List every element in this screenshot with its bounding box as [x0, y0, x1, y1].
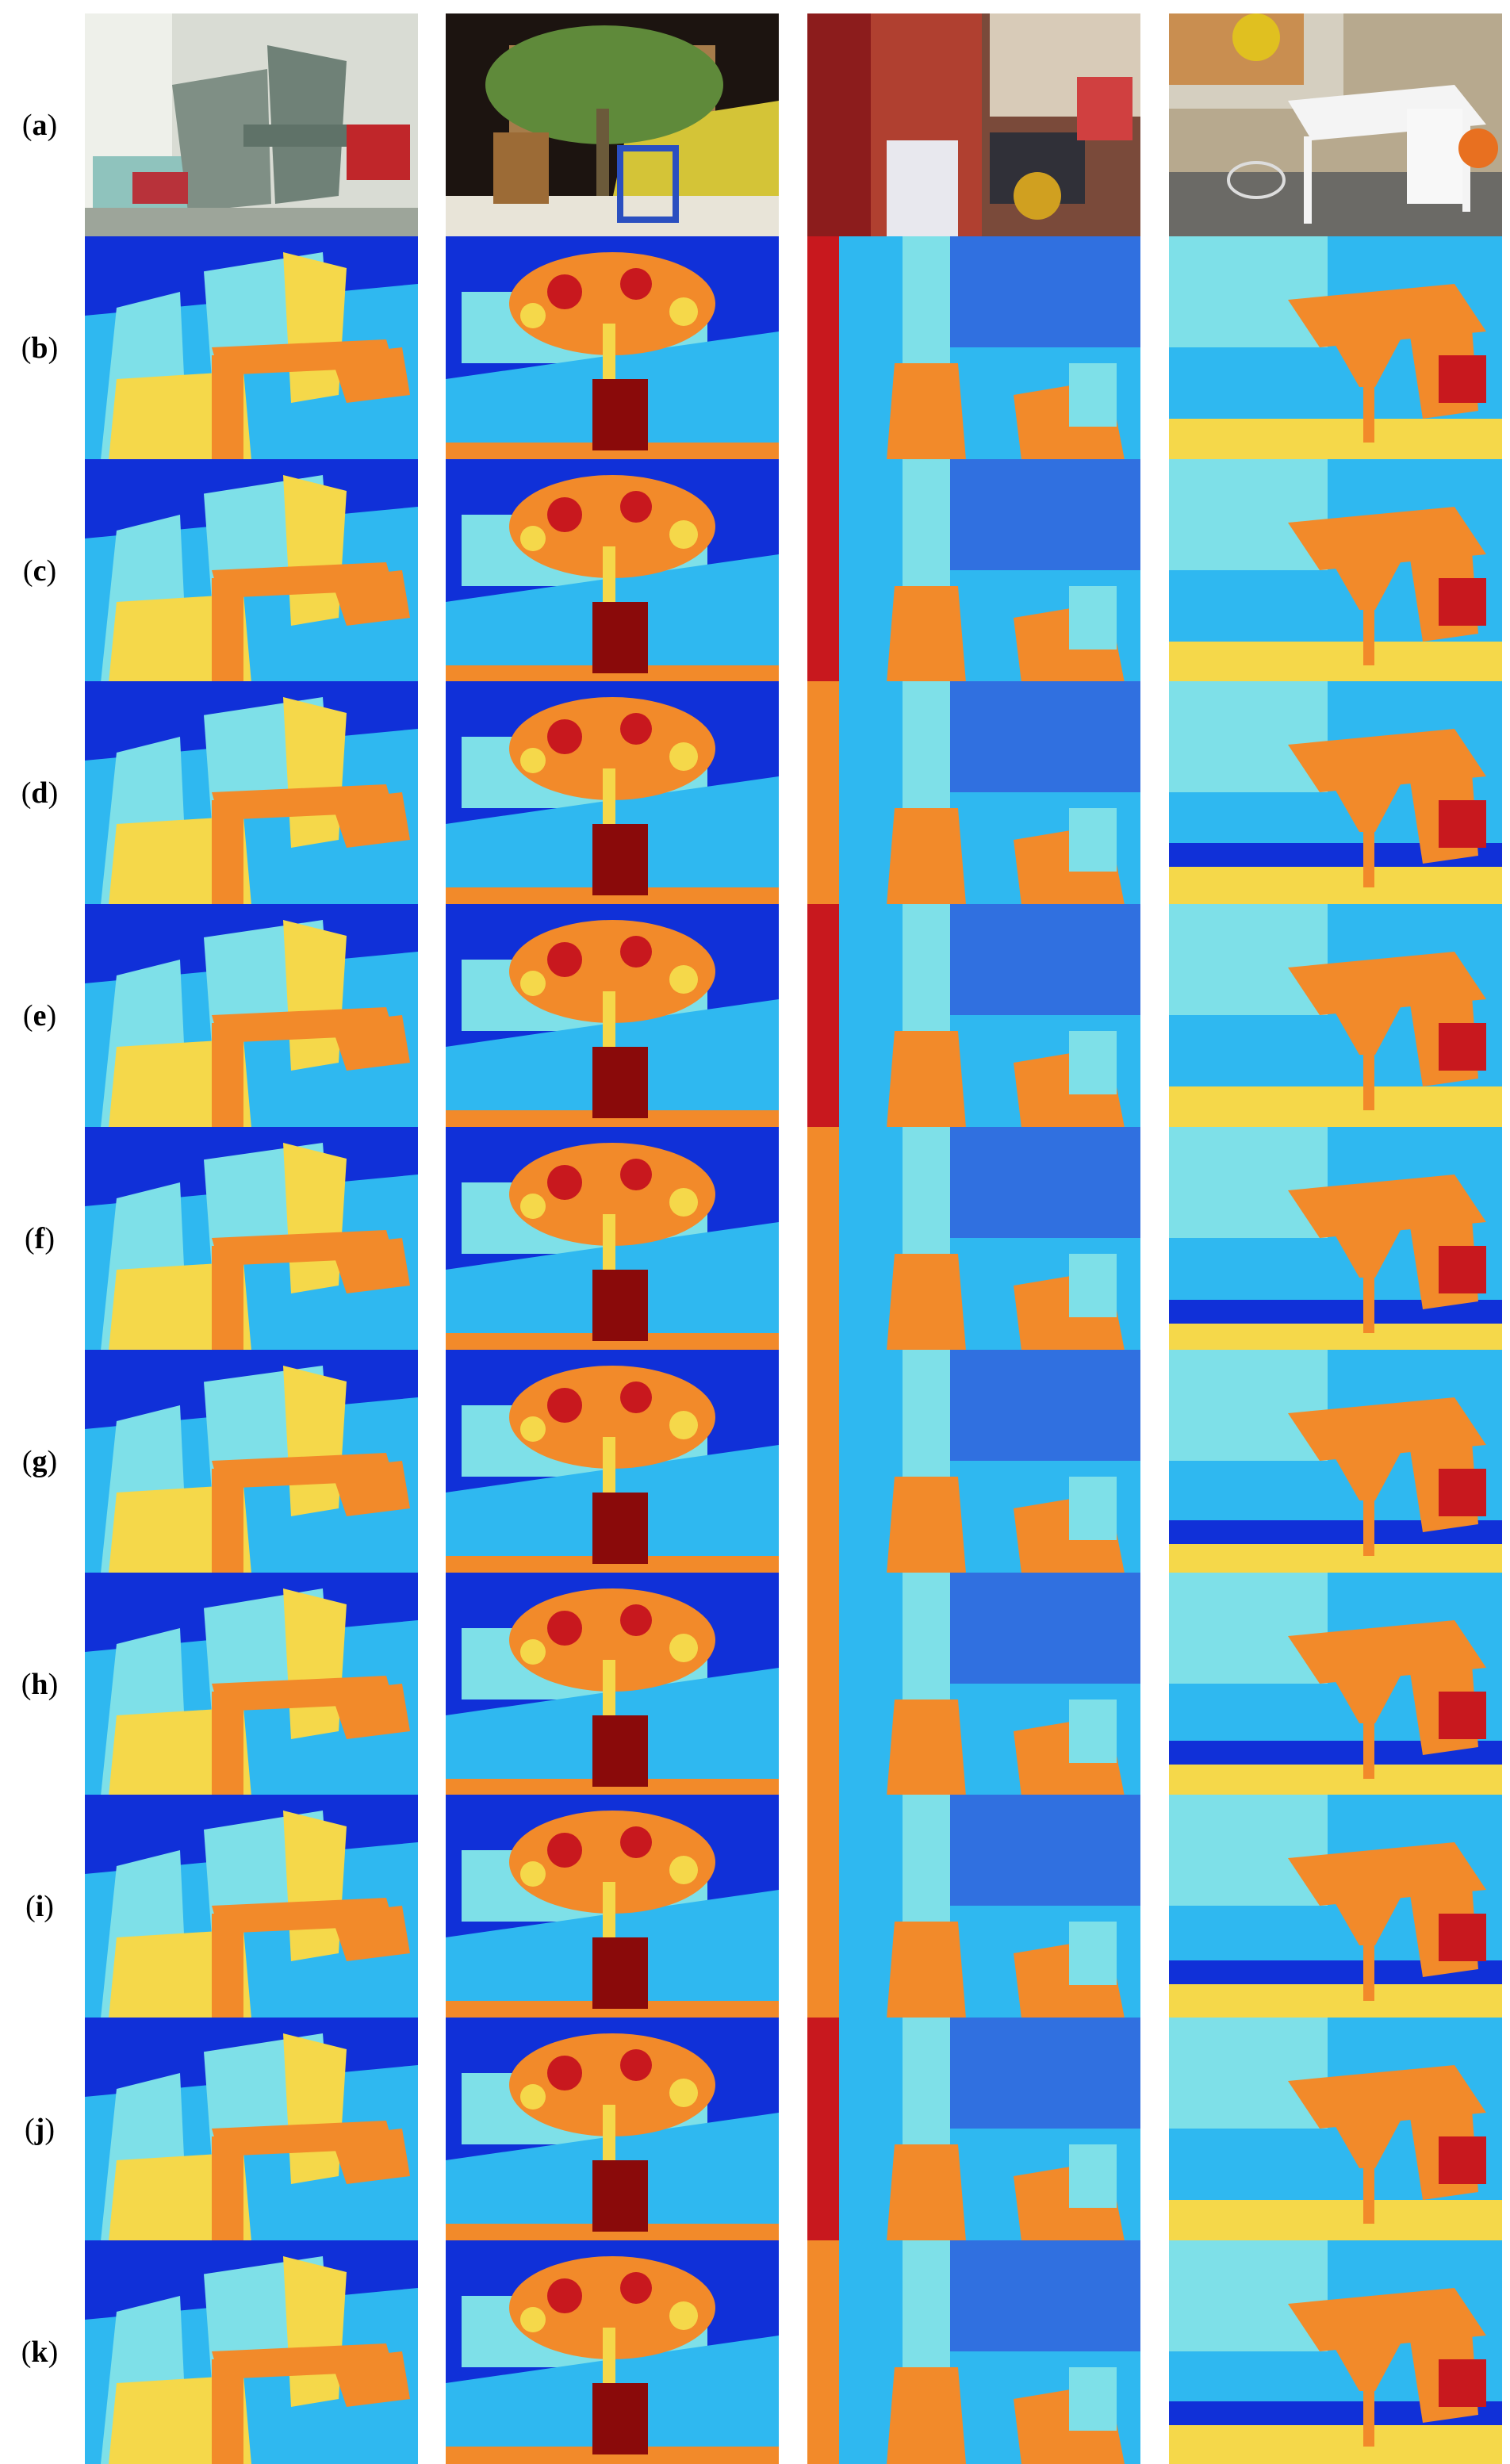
- disparity-map-k-playtable: [1169, 2240, 1502, 2464]
- row-label-j: (j): [0, 2113, 79, 2145]
- disparity-map-k-adirondack-chair: [85, 2240, 418, 2464]
- photo-a-jade-plant: [446, 13, 779, 237]
- disparity-map-k-jade-plant: [446, 2240, 779, 2464]
- disparity-map-e-playtable: [1169, 904, 1502, 1128]
- label-paren-close: ): [47, 109, 58, 142]
- disparity-map-f-playtable: [1169, 1127, 1502, 1351]
- label-letter: c: [33, 554, 47, 588]
- label-paren-open: (: [21, 2336, 32, 2369]
- disparity-map-h-playroom: [807, 1573, 1140, 1796]
- disparity-map-g-adirondack-chair: [85, 1350, 418, 1573]
- photo-a-playroom: [807, 13, 1140, 237]
- row-label-e: (e): [0, 1000, 79, 1032]
- label-letter: i: [35, 1890, 44, 1923]
- disparity-map-d-jade-plant: [446, 681, 779, 905]
- disparity-map-b-jade-plant: [446, 236, 779, 460]
- disparity-map-j-playtable: [1169, 2018, 1502, 2241]
- label-paren-close: ): [48, 331, 59, 365]
- label-paren-close: ): [48, 776, 59, 810]
- disparity-map-f-adirondack-chair: [85, 1127, 418, 1351]
- disparity-map-f-jade-plant: [446, 1127, 779, 1351]
- label-letter: b: [31, 331, 48, 365]
- disparity-map-h-jade-plant: [446, 1573, 779, 1796]
- row-label-d: (d): [0, 777, 79, 809]
- label-paren-open: (: [25, 1222, 35, 1255]
- label-letter: g: [32, 1445, 48, 1478]
- disparity-map-e-jade-plant: [446, 904, 779, 1128]
- label-paren-close: ): [46, 999, 57, 1033]
- disparity-map-i-playroom: [807, 1795, 1140, 2018]
- disparity-map-e-playroom: [807, 904, 1140, 1128]
- row-label-b: (b): [0, 332, 79, 364]
- label-paren-open: (: [25, 2113, 35, 2146]
- disparity-map-e-adirondack-chair: [85, 904, 418, 1128]
- row-label-a: (a): [0, 109, 79, 141]
- disparity-map-g-jade-plant: [446, 1350, 779, 1573]
- disparity-map-i-adirondack-chair: [85, 1795, 418, 2018]
- label-paren-open: (: [21, 1668, 32, 1701]
- label-paren-close: ): [44, 1890, 54, 1923]
- row-label-c: (c): [0, 555, 79, 587]
- label-paren-open: (: [21, 1445, 33, 1478]
- label-paren-open: (: [22, 554, 33, 588]
- disparity-map-i-playtable: [1169, 1795, 1502, 2018]
- label-letter: j: [34, 2113, 45, 2146]
- disparity-map-b-adirondack-chair: [85, 236, 418, 460]
- disparity-map-d-adirondack-chair: [85, 681, 418, 905]
- row-label-f: (f): [0, 1223, 79, 1255]
- disparity-map-j-jade-plant: [446, 2018, 779, 2241]
- label-paren-close: ): [44, 1222, 55, 1255]
- label-paren-open: (: [25, 1890, 36, 1923]
- disparity-map-g-playtable: [1169, 1350, 1502, 1573]
- disparity-map-j-playroom: [807, 2018, 1140, 2241]
- label-paren-close: ): [46, 554, 57, 588]
- disparity-map-i-jade-plant: [446, 1795, 779, 2018]
- label-letter: a: [32, 109, 48, 142]
- row-label-i: (i): [0, 1891, 79, 1922]
- disparity-map-h-adirondack-chair: [85, 1573, 418, 1796]
- row-label-h: (h): [0, 1669, 79, 1700]
- label-letter: f: [34, 1222, 45, 1255]
- label-paren-open: (: [22, 999, 33, 1033]
- disparity-map-d-playroom: [807, 681, 1140, 905]
- disparity-map-c-adirondack-chair: [85, 459, 418, 683]
- label-letter: k: [31, 2336, 48, 2369]
- label-paren-open: (: [21, 109, 33, 142]
- row-label-k: (k): [0, 2336, 79, 2368]
- disparity-map-g-playroom: [807, 1350, 1140, 1573]
- disparity-map-c-playtable: [1169, 459, 1502, 683]
- row-label-g: (g): [0, 1446, 79, 1477]
- disparity-map-j-adirondack-chair: [85, 2018, 418, 2241]
- label-paren-open: (: [21, 331, 32, 365]
- disparity-map-b-playtable: [1169, 236, 1502, 460]
- photo-a-playtable: [1169, 13, 1502, 237]
- label-paren-close: ): [47, 1445, 58, 1478]
- disparity-map-b-playroom: [807, 236, 1140, 460]
- disparity-map-c-playroom: [807, 459, 1140, 683]
- disparity-map-k-playroom: [807, 2240, 1140, 2464]
- disparity-map-c-jade-plant: [446, 459, 779, 683]
- label-letter: e: [33, 999, 47, 1033]
- label-letter: h: [31, 1668, 48, 1701]
- label-paren-close: ): [44, 2113, 55, 2146]
- disparity-map-f-playroom: [807, 1127, 1140, 1351]
- label-paren-close: ): [48, 1668, 59, 1701]
- label-paren-close: ): [48, 2336, 59, 2369]
- label-paren-open: (: [21, 776, 32, 810]
- photo-a-adirondack-chair: [85, 13, 418, 237]
- disparity-map-h-playtable: [1169, 1573, 1502, 1796]
- disparity-map-d-playtable: [1169, 681, 1502, 905]
- label-letter: d: [31, 776, 48, 810]
